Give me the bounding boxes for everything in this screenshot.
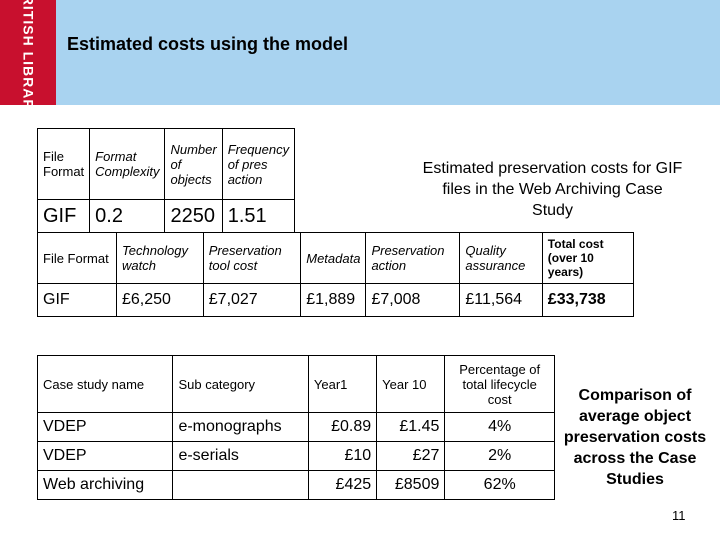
page-number: 11 bbox=[672, 508, 686, 523]
t2-header-quality-assurance: Quality assurance bbox=[459, 232, 543, 284]
t3-row2-percentage: 2% bbox=[444, 441, 555, 471]
t2-header-total-cost: Total cost (over 10 years) bbox=[541, 232, 635, 284]
t2-cell-total-cost: £33,738 bbox=[541, 283, 635, 317]
t2-cell-preservation-action: £7,008 bbox=[365, 283, 461, 317]
t3-row2-year10: £27 bbox=[376, 441, 446, 471]
t1-cell-complexity: 0.2 bbox=[89, 199, 166, 234]
t2-header-metadata: Metadata bbox=[300, 232, 367, 284]
t2-cell-format: GIF bbox=[37, 283, 117, 317]
t3-row2-case-study: VDEP bbox=[36, 441, 174, 471]
t3-row3-case-study: Web archiving bbox=[36, 470, 174, 500]
t3-row3-sub-category bbox=[172, 470, 309, 500]
t3-row2-year1: £10 bbox=[307, 441, 378, 471]
t3-header-percentage: Percentage of total lifecycle cost bbox=[444, 355, 555, 413]
gif-costs-table: File Format Technology watch Preservatio… bbox=[37, 232, 635, 317]
t2-header-technology-watch: Technology watch bbox=[116, 232, 204, 284]
t3-row1-year1: £0.89 bbox=[307, 412, 378, 442]
logo-text: BRITISH LIBRARY bbox=[20, 0, 37, 121]
format-parameters-table: File Format Format Complexity Number of … bbox=[36, 128, 296, 234]
t3-row1-year10: £1.45 bbox=[376, 412, 446, 442]
t1-header-number-of-objects: Number of objects bbox=[164, 128, 223, 200]
t1-header-format-complexity: Format Complexity bbox=[89, 128, 166, 200]
t3-row2-sub-category: e-serials bbox=[172, 441, 309, 471]
t1-header-frequency: Frequency of pres action bbox=[221, 128, 296, 200]
t3-header-year10: Year 10 bbox=[376, 355, 446, 413]
t3-header-year1: Year1 bbox=[307, 355, 378, 413]
british-library-logo: BRITISH LIBRARY bbox=[0, 0, 56, 120]
header-banner bbox=[0, 0, 720, 105]
t3-row1-case-study: VDEP bbox=[36, 412, 174, 442]
case-study-comparison-table: Case study name Sub category Year1 Year … bbox=[36, 355, 555, 500]
t3-row3-year1: £425 bbox=[307, 470, 378, 500]
t2-cell-tool-cost: £7,027 bbox=[202, 283, 302, 317]
t2-cell-technology-watch: £6,250 bbox=[116, 283, 204, 317]
gif-costs-caption: Estimated preservation costs for GIF fil… bbox=[422, 160, 683, 219]
t2-cell-quality-assurance: £11,564 bbox=[459, 283, 543, 317]
t3-row3-percentage: 62% bbox=[444, 470, 555, 500]
t3-row1-percentage: 4% bbox=[444, 412, 555, 442]
comparison-caption: Comparison of average object preservatio… bbox=[563, 387, 707, 488]
t2-cell-metadata: £1,889 bbox=[300, 283, 367, 317]
t3-row1-sub-category: e-monographs bbox=[172, 412, 309, 442]
t1-cell-format: GIF bbox=[36, 199, 91, 234]
t2-header-preservation-action: Preservation action bbox=[365, 232, 461, 284]
slide-title: Estimated costs using the model bbox=[67, 34, 349, 54]
t1-cell-frequency: 1.51 bbox=[221, 199, 296, 234]
t2-header-file-format: File Format bbox=[37, 232, 117, 284]
t2-header-tool-cost: Preservation tool cost bbox=[202, 232, 302, 284]
t3-row3-year10: £8509 bbox=[376, 470, 446, 500]
t1-header-file-format: File Format bbox=[36, 128, 91, 200]
t3-header-sub-category: Sub category bbox=[172, 355, 309, 413]
t3-header-case-study: Case study name bbox=[36, 355, 174, 413]
t1-cell-objects: 2250 bbox=[164, 199, 223, 234]
